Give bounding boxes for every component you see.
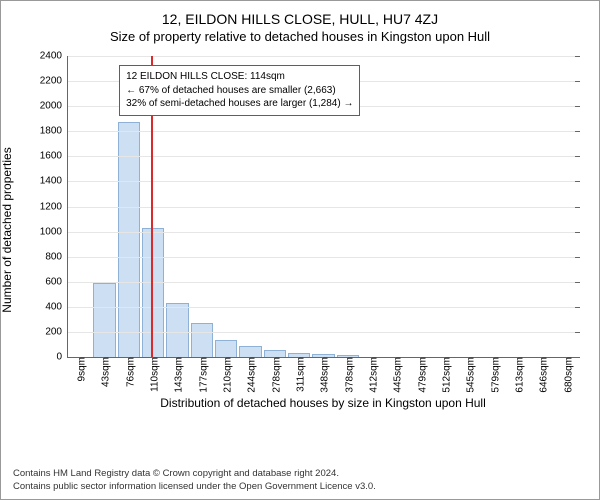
y-tick-mark — [575, 131, 580, 132]
y-tick-label: 2000 — [40, 101, 68, 112]
x-tick-label: 479sqm — [413, 357, 428, 393]
gridline — [68, 332, 579, 333]
y-tick-mark — [575, 56, 580, 57]
bar — [166, 303, 188, 357]
bar — [264, 350, 286, 357]
bar — [118, 122, 140, 357]
y-tick-mark — [575, 181, 580, 182]
y-tick-label: 2400 — [40, 51, 68, 62]
x-tick-label: 110sqm — [146, 357, 161, 392]
x-tick-label: 244sqm — [243, 357, 258, 393]
x-tick-label: 278sqm — [267, 357, 282, 393]
y-tick-label: 1800 — [40, 126, 68, 137]
gridline — [68, 156, 579, 157]
y-tick-label: 600 — [45, 276, 68, 287]
gridline — [68, 56, 579, 57]
y-tick-mark — [575, 307, 580, 308]
gridline — [68, 307, 579, 308]
y-tick-label: 1600 — [40, 151, 68, 162]
y-tick-mark — [575, 257, 580, 258]
y-tick-mark — [575, 207, 580, 208]
y-tick-label: 1000 — [40, 226, 68, 237]
x-tick-label: 579sqm — [486, 357, 501, 393]
x-tick-label: 210sqm — [219, 357, 234, 393]
y-axis-label: Number of detached properties — [0, 147, 14, 312]
callout-line: 32% of semi-detached houses are larger (… — [126, 97, 353, 111]
x-tick-label: 9sqm — [73, 357, 88, 381]
x-tick-label: 613sqm — [511, 357, 526, 393]
y-tick-label: 1200 — [40, 201, 68, 212]
x-axis-label: Distribution of detached houses by size … — [67, 396, 579, 410]
gridline — [68, 131, 579, 132]
y-tick-mark — [575, 156, 580, 157]
chart-subtitle: Size of property relative to detached ho… — [13, 29, 587, 44]
bar — [191, 323, 213, 357]
y-tick-mark — [575, 332, 580, 333]
gridline — [68, 181, 579, 182]
gridline — [68, 282, 579, 283]
y-tick-mark — [575, 357, 580, 358]
chart-area: Number of detached properties 9sqm43sqm7… — [13, 50, 587, 410]
gridline — [68, 207, 579, 208]
plot-area: 9sqm43sqm76sqm110sqm143sqm177sqm210sqm24… — [67, 56, 579, 358]
gridline — [68, 257, 579, 258]
bar — [215, 340, 237, 357]
x-tick-label: 545sqm — [462, 357, 477, 393]
x-tick-label: 512sqm — [438, 357, 453, 393]
callout-line: ← 67% of detached houses are smaller (2,… — [126, 84, 353, 98]
gridline — [68, 232, 579, 233]
x-tick-label: 412sqm — [365, 357, 380, 393]
x-tick-label: 143sqm — [170, 357, 185, 393]
x-tick-label: 177sqm — [194, 357, 209, 393]
callout-box: 12 EILDON HILLS CLOSE: 114sqm← 67% of de… — [119, 65, 360, 116]
x-tick-label: 445sqm — [389, 357, 404, 393]
y-tick-label: 2200 — [40, 76, 68, 87]
y-tick-label: 400 — [45, 301, 68, 312]
y-tick-mark — [575, 81, 580, 82]
bar — [239, 346, 261, 357]
x-tick-label: 43sqm — [97, 357, 112, 387]
bar — [142, 228, 164, 357]
bar — [93, 283, 115, 357]
y-tick-mark — [575, 282, 580, 283]
y-tick-label: 0 — [56, 352, 68, 363]
x-tick-label: 348sqm — [316, 357, 331, 393]
y-tick-label: 800 — [45, 251, 68, 262]
x-tick-label: 311sqm — [292, 357, 307, 392]
y-tick-mark — [575, 106, 580, 107]
y-tick-label: 200 — [45, 326, 68, 337]
y-tick-mark — [575, 232, 580, 233]
chart-title: 12, EILDON HILLS CLOSE, HULL, HU7 4ZJ — [13, 11, 587, 27]
x-tick-label: 646sqm — [535, 357, 550, 393]
chart-container: 12, EILDON HILLS CLOSE, HULL, HU7 4ZJ Si… — [0, 0, 600, 500]
footer-attribution: Contains HM Land Registry data © Crown c… — [13, 468, 587, 493]
x-tick-label: 76sqm — [121, 357, 136, 387]
x-tick-label: 378sqm — [340, 357, 355, 393]
callout-line: 12 EILDON HILLS CLOSE: 114sqm — [126, 70, 353, 84]
footer-line-2: Contains public sector information licen… — [13, 481, 587, 493]
y-tick-label: 1400 — [40, 176, 68, 187]
x-tick-label: 680sqm — [559, 357, 574, 393]
footer-line-1: Contains HM Land Registry data © Crown c… — [13, 468, 587, 480]
